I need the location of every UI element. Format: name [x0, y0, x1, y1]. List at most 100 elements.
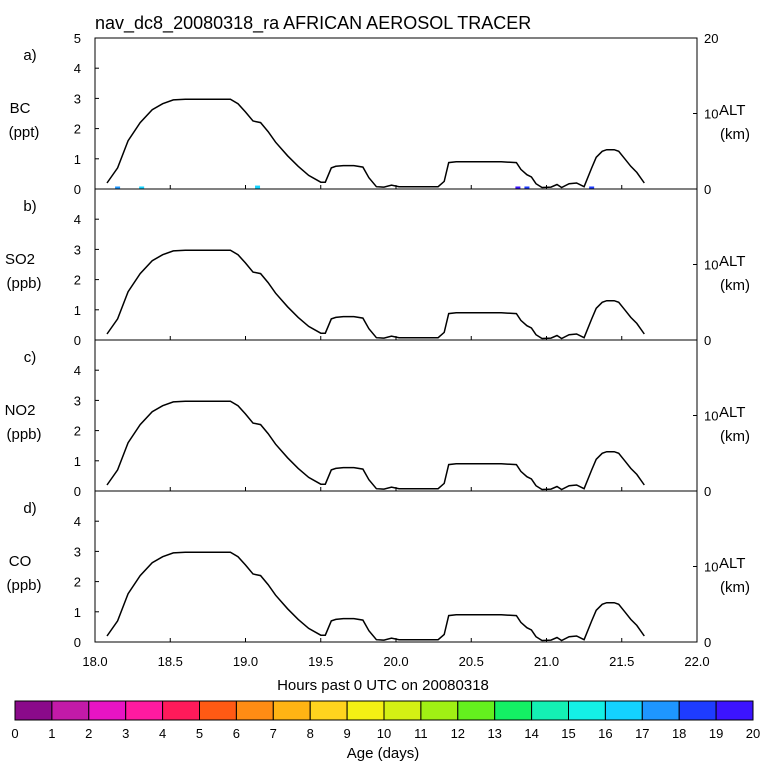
y-tick-label: 0 [74, 635, 81, 650]
colorbar-tick-label: 14 [524, 726, 538, 741]
y-tick-label: 3 [74, 242, 81, 257]
colorbar-swatch [641, 700, 680, 721]
alt-label: ALT [719, 404, 745, 421]
colorbar-swatch [531, 700, 569, 721]
alt-unit-label: (km) [720, 277, 750, 294]
colorbar-tick-label: 16 [598, 726, 612, 741]
altitude-line [106, 98, 645, 189]
x-tick-label: 19.5 [308, 654, 333, 669]
panel-bc: 0 1 2 3 4 5 0 10 20 a) BC (ppt) ALT (km) [9, 31, 750, 197]
y-tick-label: 4 [74, 514, 81, 529]
alt-tick-label: 20 [704, 31, 718, 46]
age-colorbar: 0 1 2 3 4 5 6 7 8 9 10 11 12 13 14 15 16 17 18 19 20 [11, 700, 760, 741]
colorbar-swatch [383, 700, 422, 721]
alt-label: ALT [719, 253, 745, 270]
colorbar-swatch [568, 700, 606, 721]
colorbar-swatch [51, 700, 90, 721]
unit-label: (ppb) [6, 275, 41, 292]
colorbar-tick-label: 8 [307, 726, 314, 741]
colorbar-tick-label: 5 [196, 726, 203, 741]
colorbar-swatch [604, 700, 643, 721]
tracer-mark [115, 186, 121, 189]
alt-tick-label: 10 [704, 560, 718, 575]
alt-unit-label: (km) [720, 428, 750, 445]
y-tick-label: 5 [74, 31, 81, 46]
alt-tick-label: 10 [704, 107, 718, 122]
colorbar-tick-label: 13 [487, 726, 501, 741]
tracer-mark [524, 186, 530, 189]
alt-tick-label: 0 [704, 635, 711, 650]
x-tick-label: 19.0 [233, 654, 258, 669]
colorbar-tick-label: 12 [451, 726, 465, 741]
panel-letter: a) [23, 47, 36, 64]
chart-title: nav_dc8_20080318_ra AFRICAN AEROSOL TRAC… [95, 13, 531, 34]
y-tick-label: 4 [74, 363, 81, 378]
tracer-mark [515, 186, 521, 189]
x-tick-label: 21.5 [609, 654, 634, 669]
y-tick-label: 4 [74, 212, 81, 227]
y-tick-label: 2 [74, 122, 81, 137]
colorbar-swatch [420, 700, 459, 721]
panel-no2: 0 1 2 3 4 0 10 c) NO2 (ppb) ALT (km) [5, 339, 750, 499]
colorbar-swatch [494, 700, 533, 721]
unit-label: (ppb) [6, 426, 41, 443]
y-tick-label: 1 [74, 303, 81, 318]
colorbar-swatch [14, 700, 53, 721]
tracer-mark [255, 185, 261, 189]
plot-frame [94, 188, 698, 341]
x-tick-label: 21.0 [534, 654, 559, 669]
colorbar-tick-label: 11 [414, 726, 428, 741]
altitude-line [106, 551, 645, 642]
alt-unit-label: (km) [720, 579, 750, 596]
alt-tick-label: 0 [704, 484, 711, 499]
tracer-mark [139, 186, 145, 189]
colorbar-tick-label: 7 [270, 726, 277, 741]
alt-label: ALT [719, 555, 745, 572]
colorbar-tick-label: 19 [709, 726, 723, 741]
y-tick-label: 0 [74, 484, 81, 499]
panels: 01234501020a)BC(ppt)ALT(km)01234010b)SO2… [5, 31, 750, 650]
y-tick-label: 3 [74, 544, 81, 559]
x-tick-label: 20.0 [383, 654, 408, 669]
y-tick-label: 3 [74, 91, 81, 106]
unit-label: (ppb) [6, 577, 41, 594]
colorbar-swatch [678, 700, 717, 721]
unit-label: (ppt) [9, 124, 40, 141]
colorbar-swatch [346, 700, 385, 721]
alt-tick-label: 10 [704, 409, 718, 424]
colorbar-tick-label: 2 [85, 726, 92, 741]
colorbar-tick-label: 4 [159, 726, 166, 741]
colorbar-swatch [235, 700, 274, 721]
colorbar-swatch [199, 700, 237, 721]
species-label: SO2 [5, 251, 35, 268]
panel-letter: d) [23, 500, 36, 517]
colorbar-swatch [457, 700, 496, 721]
species-label: BC [10, 100, 31, 117]
altitude-line [106, 400, 645, 491]
y-tick-label: 3 [74, 393, 81, 408]
colorbar-tick-label: 0 [11, 726, 18, 741]
x-axis-label: Hours past 0 UTC on 20080318 [277, 677, 489, 694]
altitude-line [106, 249, 645, 340]
y-tick-label: 2 [74, 273, 81, 288]
y-tick-label: 1 [74, 454, 81, 469]
tracer-mark [589, 186, 595, 189]
y-tick-label: 1 [74, 605, 81, 620]
alt-unit-label: (km) [720, 126, 750, 143]
colorbar-swatch [88, 700, 127, 721]
y-tick-label: 4 [74, 61, 81, 76]
y-tick-label: 2 [74, 575, 81, 590]
colorbar-label: Age (days) [347, 745, 420, 762]
panel-letter: c) [24, 349, 37, 366]
colorbar-swatch [125, 700, 164, 721]
x-tick-label: 18.0 [82, 654, 107, 669]
panel-co: 0 1 2 3 4 0 10 d) CO (ppb) ALT (km) [6, 490, 750, 650]
panel-so2: 0 1 2 3 4 0 10 b) SO2 (ppb) ALT (km) [5, 188, 750, 348]
colorbar-swatch [272, 700, 311, 721]
colorbar-tick-label: 1 [48, 726, 55, 741]
colorbar-tick-label: 3 [122, 726, 129, 741]
species-label: NO2 [5, 402, 36, 419]
x-tick-label: 20.5 [459, 654, 484, 669]
alt-tick-label: 0 [704, 333, 711, 348]
